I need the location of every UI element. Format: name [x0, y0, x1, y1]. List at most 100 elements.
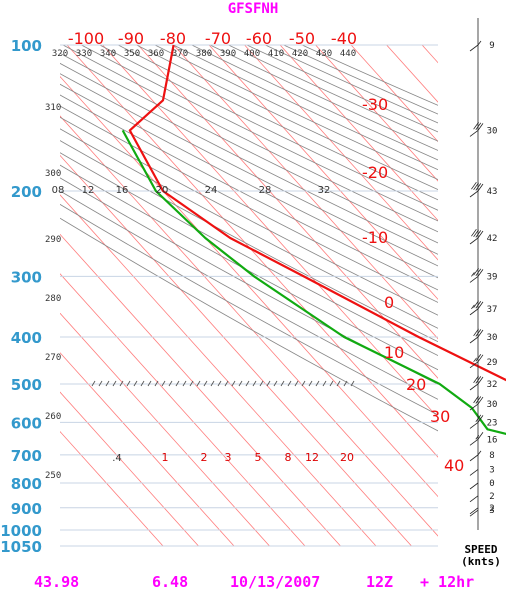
wind-barb-staff — [469, 361, 479, 369]
dewpoint-profile-line — [121, 129, 506, 435]
temperature-label: -100 — [68, 29, 104, 48]
temperature-label: 0 — [384, 293, 394, 312]
wind-speed-label: 39 — [487, 272, 498, 282]
wind-barb-flag — [477, 329, 484, 338]
wind-barb-flag — [473, 375, 479, 384]
wind-barb-staff — [469, 438, 479, 446]
dry-adiabat-line — [60, 152, 438, 356]
isotherm-line — [279, 45, 438, 222]
wind-barb-flag — [475, 301, 482, 309]
footer-date: 10/13/2007 — [230, 573, 320, 591]
theta-label: 420 — [292, 49, 308, 59]
wind-barb-flag — [475, 268, 482, 277]
isotherm-line — [350, 45, 438, 143]
pressure-label: 800 — [11, 475, 42, 493]
mixing-ratio-label: .4 — [112, 453, 122, 464]
mixing-ratio-label: 2 — [201, 451, 208, 464]
wind-barb-flag — [475, 414, 482, 423]
temperature-label: -80 — [160, 29, 186, 48]
theta-label: 410 — [268, 49, 284, 59]
wind-speed-label: 8 — [489, 451, 494, 461]
isotherm-line — [60, 233, 341, 546]
speed-label: SPEED — [464, 543, 497, 556]
isotherm-line — [60, 430, 164, 546]
wind-speed-label: 23 — [487, 418, 498, 428]
mixing-ratio-label: 08 — [52, 185, 65, 196]
wind-barb-staff — [469, 469, 479, 476]
hatch-mark — [175, 380, 180, 387]
isotherm-line — [60, 391, 199, 546]
pressure-label: 200 — [11, 183, 42, 201]
dry-adiabat-line — [60, 94, 438, 291]
wind-barb-flag — [475, 353, 482, 362]
hatch-mark — [329, 380, 334, 387]
pressure-label: 900 — [11, 500, 42, 518]
theta-label: 290 — [45, 235, 61, 245]
wind-barb-staff — [469, 237, 479, 245]
wind-barb-staff — [469, 509, 479, 517]
theta-label: 360 — [148, 49, 164, 59]
temperature-label: -50 — [289, 29, 315, 48]
hatch-mark — [112, 380, 117, 387]
isotherm-line — [60, 352, 235, 546]
dry-adiabat-line — [60, 116, 438, 316]
wind-speed-label: 30 — [487, 126, 498, 136]
wind-barb-flag — [473, 229, 479, 238]
mixing-ratio-label: 28 — [259, 185, 272, 196]
wind-barb: 30 — [469, 395, 497, 411]
hatch-mark — [308, 380, 313, 387]
wind-barb-flag — [471, 272, 475, 277]
theta-label: 350 — [124, 49, 140, 59]
hatch-mark — [168, 380, 173, 387]
wind-speed-label: 2 — [489, 504, 494, 514]
hatch-mark — [294, 380, 299, 387]
footer-lat: 43.98 — [34, 573, 79, 591]
dry-adiabat-line — [191, 45, 438, 161]
wind-barb: 9 — [469, 40, 495, 52]
wind-barb-staff — [469, 454, 479, 462]
dry-adiabat-line — [209, 45, 438, 151]
hatch-mark — [224, 380, 229, 387]
hatch-mark — [266, 380, 271, 387]
wind-barb-flag — [473, 182, 479, 191]
pressure-label: 400 — [11, 329, 42, 347]
wind-barb-flag — [477, 123, 484, 131]
theta-label: 270 — [45, 353, 61, 363]
wind-speed-label: 30 — [487, 333, 498, 343]
temperature-label: -20 — [362, 163, 388, 182]
wind-speed-label: 42 — [487, 234, 498, 244]
dry-adiabat-line — [154, 45, 438, 180]
hatch-mark — [231, 380, 236, 387]
hatch-mark — [273, 380, 278, 387]
wind-barb: 2 — [469, 504, 495, 515]
wind-barb-flag — [477, 376, 484, 385]
grid-layer — [60, 44, 438, 547]
dry-adiabat-line — [60, 140, 438, 343]
theta-label: 430 — [316, 49, 332, 59]
mixing-ratio-label: 24 — [205, 185, 218, 196]
isotherm-line — [60, 273, 306, 546]
wind-barb: 32 — [469, 375, 497, 391]
wind-barb-flag — [471, 228, 477, 237]
wind-barb-staff — [469, 495, 479, 503]
theta-label: 370 — [172, 49, 188, 59]
hatch-mark — [245, 380, 250, 387]
theta-label: 300 — [45, 169, 61, 179]
wind-barb-flag — [477, 354, 484, 363]
wind-speed-label: 9 — [489, 41, 494, 51]
wind-barb-staff — [469, 422, 479, 429]
mixing-ratio-label: 8 — [285, 451, 292, 464]
isotherm-line — [208, 45, 438, 300]
speed-units-label: (knts) — [461, 555, 501, 568]
wind-barb: 2 — [469, 492, 495, 503]
wind-barb-flag — [471, 304, 475, 310]
isotherm-line — [315, 45, 438, 182]
wind-barb: 30 — [469, 328, 498, 344]
hatch-mark — [210, 380, 215, 387]
hatch-mark — [189, 380, 194, 387]
theta-label: 390 — [220, 49, 236, 59]
wind-speed-label: 16 — [487, 435, 498, 445]
hatch-mark — [105, 380, 110, 387]
wind-barb-flag — [475, 230, 482, 238]
